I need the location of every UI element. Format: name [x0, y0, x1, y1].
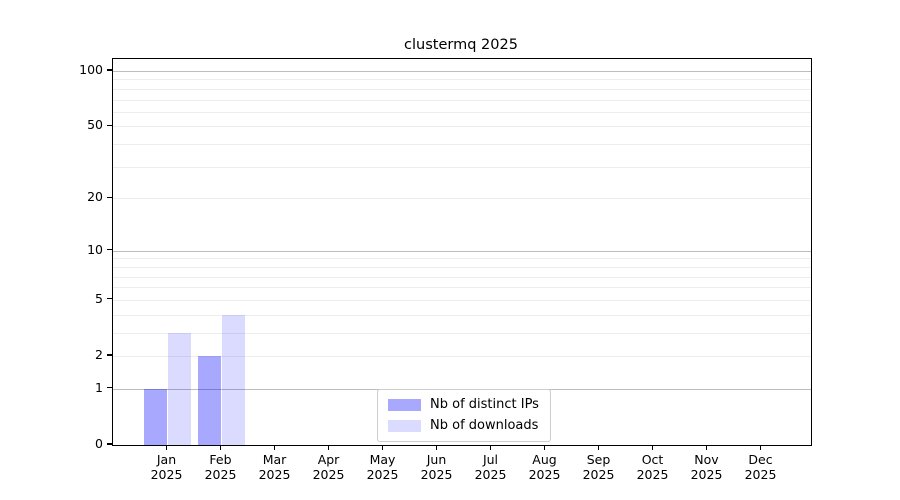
bar-downloads-jan — [167, 332, 191, 445]
x-tick-label-may: May 2025 — [351, 452, 415, 482]
x-tick-year: 2025 — [312, 467, 345, 482]
x-tick-year: 2025 — [744, 467, 777, 482]
chart-title: clustermq 2025 — [404, 37, 518, 53]
y-tick-label: 2 — [95, 347, 103, 362]
y-gridline-major — [113, 250, 811, 252]
y-gridline-minor — [113, 299, 811, 301]
x-tick-mark — [651, 445, 654, 450]
y-tick-mark — [107, 124, 112, 126]
x-tick-mark — [327, 445, 330, 450]
bar-distinct-ips-feb — [198, 356, 222, 445]
y-tick-label: 50 — [87, 117, 103, 133]
y-gridline-minor — [113, 314, 811, 316]
x-tick-year: 2025 — [690, 467, 723, 482]
y-gridline-minor — [113, 287, 811, 289]
x-tick-label-sep: Sep 2025 — [567, 452, 631, 482]
x-tick-label-jan: Jan 2025 — [135, 452, 199, 482]
y-tick-label: 100 — [79, 62, 103, 77]
y-tick-label: 0 — [95, 436, 103, 451]
legend-label-distinct-ips: Nb of distinct IPs — [430, 397, 539, 412]
y-gridline-minor — [113, 166, 811, 168]
x-tick-month: Jun — [426, 452, 447, 467]
x-tick-label-jul: Jul 2025 — [459, 452, 523, 482]
y-tick-label: 10 — [87, 241, 103, 257]
y-gridline-major — [113, 71, 811, 73]
x-tick-mark — [381, 445, 384, 450]
x-tick-label-oct: Oct 2025 — [621, 452, 685, 482]
x-tick-year: 2025 — [474, 467, 507, 482]
x-tick-label-dec: Dec 2025 — [729, 452, 793, 482]
legend: Nb of distinct IPs Nb of downloads — [377, 389, 551, 442]
x-tick-month: Sep — [586, 452, 611, 467]
x-tick-year: 2025 — [150, 467, 183, 482]
x-tick-label-mar: Mar 2025 — [243, 452, 307, 482]
bar-downloads-feb — [221, 314, 245, 445]
y-tick-mark — [107, 443, 112, 445]
x-tick-mark — [489, 445, 492, 450]
y-tick-mark — [107, 196, 112, 198]
y-gridline-minor — [113, 332, 811, 334]
y-gridline-minor — [113, 266, 811, 268]
legend-swatch-downloads-icon — [388, 420, 421, 432]
y-tick-mark — [107, 69, 112, 71]
x-tick-year: 2025 — [582, 467, 615, 482]
y-tick-mark — [107, 354, 112, 356]
legend-item-downloads: Nb of downloads — [388, 418, 539, 434]
x-tick-year: 2025 — [204, 467, 237, 482]
x-tick-month: Oct — [641, 452, 664, 467]
legend-label-downloads: Nb of downloads — [430, 418, 539, 433]
x-tick-label-aug: Aug 2025 — [513, 452, 577, 482]
y-tick-label: 1 — [95, 379, 103, 395]
x-tick-year: 2025 — [258, 467, 291, 482]
y-gridline-minor — [113, 258, 811, 260]
x-tick-label-apr: Apr 2025 — [297, 452, 361, 482]
y-gridline-minor — [113, 198, 811, 200]
x-tick-mark — [219, 445, 222, 450]
x-tick-year: 2025 — [636, 467, 669, 482]
y-gridline-minor — [113, 126, 811, 128]
y-tick-mark — [107, 298, 112, 300]
y-gridline-minor — [113, 276, 811, 278]
bar-distinct-ips-jan — [144, 388, 168, 445]
x-tick-mark — [705, 445, 708, 450]
x-tick-mark — [759, 445, 762, 450]
x-tick-month: Nov — [694, 452, 719, 467]
y-gridline-minor — [113, 79, 811, 81]
x-tick-month: Jan — [156, 452, 177, 467]
legend-item-distinct-ips: Nb of distinct IPs — [388, 397, 539, 413]
x-tick-month: Dec — [748, 452, 773, 467]
y-tick-mark — [107, 387, 112, 389]
x-tick-month: Jul — [482, 452, 499, 467]
x-tick-year: 2025 — [420, 467, 453, 482]
y-gridline-minor — [113, 111, 811, 113]
x-tick-month: Feb — [209, 452, 232, 467]
legend-swatch-distinct-ips-icon — [388, 399, 421, 411]
plot-area — [112, 58, 812, 446]
y-gridline-minor — [113, 144, 811, 146]
x-tick-month: Aug — [532, 452, 557, 467]
y-tick-mark — [107, 249, 112, 251]
x-tick-label-feb: Feb 2025 — [189, 452, 253, 482]
x-tick-mark — [543, 445, 546, 450]
y-gridline-minor — [113, 356, 811, 357]
x-tick-mark — [165, 445, 168, 450]
x-tick-month: Mar — [262, 452, 287, 467]
x-tick-mark — [597, 445, 600, 450]
x-tick-label-jun: Jun 2025 — [405, 452, 469, 482]
x-tick-month: Apr — [317, 452, 340, 467]
y-gridline-minor — [113, 88, 811, 90]
x-tick-mark — [435, 445, 438, 450]
y-tick-label: 5 — [95, 290, 103, 306]
x-tick-month: May — [369, 452, 396, 467]
x-tick-year: 2025 — [528, 467, 561, 482]
y-tick-label: 20 — [87, 189, 103, 205]
x-tick-label-nov: Nov 2025 — [675, 452, 739, 482]
x-tick-mark — [273, 445, 276, 450]
y-gridline-minor — [113, 99, 811, 101]
x-tick-year: 2025 — [366, 467, 399, 482]
